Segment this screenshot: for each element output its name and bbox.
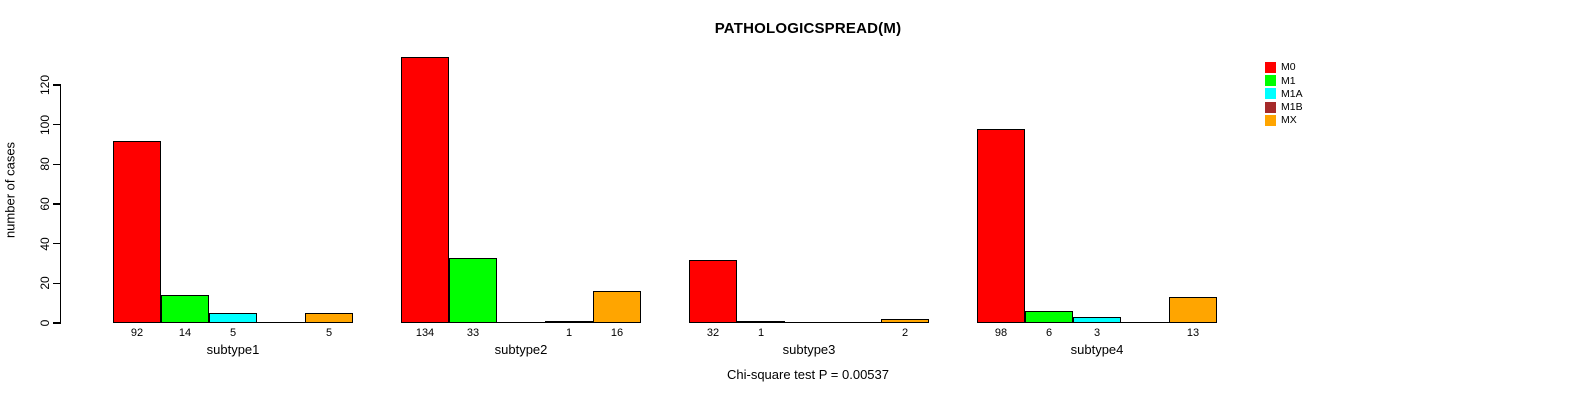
bar-m0-subtype1 <box>113 141 161 323</box>
y-axis-tick <box>53 242 60 245</box>
bar-value-label-mx-subtype4: 13 <box>1186 327 1200 339</box>
legend-item-m0: M0 <box>1265 61 1303 74</box>
legend-swatch-icon <box>1265 101 1276 113</box>
bar-m0-subtype3 <box>689 260 737 323</box>
legend-item-m1a: M1A <box>1265 87 1303 100</box>
chart-title: PATHOLOGICSPREAD(M) <box>714 20 902 37</box>
bar-m1a-subtype4 <box>1073 317 1121 323</box>
bar-value-label-mx-subtype3: 2 <box>901 327 909 339</box>
legend-label-m1: M1 <box>1281 74 1296 87</box>
bar-value-label-m1-subtype2: 33 <box>466 327 480 339</box>
bar-value-label-m0-subtype1: 92 <box>130 327 144 339</box>
legend-swatch-icon <box>1265 88 1276 100</box>
bar-m0-subtype2 <box>401 57 449 323</box>
bar-m1a-subtype3-zero <box>785 321 833 323</box>
legend-label-m0: M0 <box>1281 61 1296 74</box>
legend-item-m1b: M1B <box>1265 101 1303 114</box>
bar-m1b-subtype4-zero <box>1121 321 1169 323</box>
y-axis-label: number of cases <box>2 141 18 239</box>
bar-value-label-m0-subtype2: 134 <box>415 327 435 339</box>
bar-mx-subtype2 <box>593 291 641 323</box>
x-axis-category-label-subtype1: subtype1 <box>206 342 260 357</box>
y-axis-tick <box>53 203 60 205</box>
bar-value-label-m1-subtype4: 6 <box>1045 327 1053 339</box>
bar-m1b-subtype2 <box>545 321 593 323</box>
legend-item-m1: M1 <box>1265 74 1303 87</box>
bar-value-label-m1-subtype1: 14 <box>178 327 192 339</box>
bar-m0-subtype4 <box>977 129 1025 323</box>
legend-swatch-icon <box>1265 114 1276 126</box>
y-axis-tick-label: 40 <box>38 236 52 251</box>
bar-value-label-m1a-subtype1: 5 <box>229 327 237 339</box>
bar-value-label-mx-subtype2: 16 <box>610 327 624 339</box>
bar-mx-subtype3 <box>881 319 929 323</box>
x-axis-category-label-subtype2: subtype2 <box>494 342 548 357</box>
bar-value-label-m1-subtype3: 1 <box>757 327 765 339</box>
bar-m1b-subtype3-zero <box>833 321 881 323</box>
legend-item-mx: MX <box>1265 114 1303 127</box>
bar-m1-subtype4 <box>1025 311 1073 323</box>
bar-value-label-m0-subtype3: 32 <box>706 327 720 339</box>
y-axis-tick <box>53 282 60 285</box>
bar-mx-subtype1 <box>305 313 353 323</box>
legend: M0 M1 M1A M1B MX <box>1265 61 1303 127</box>
bar-mx-subtype4 <box>1169 297 1217 323</box>
legend-label-mx: MX <box>1281 114 1297 127</box>
y-axis-tick-label: 20 <box>38 276 52 291</box>
y-axis-tick-label: 0 <box>38 319 52 327</box>
y-axis-tick <box>53 163 60 166</box>
bar-m1-subtype2 <box>449 258 497 323</box>
bar-m1a-subtype1 <box>209 313 257 323</box>
bar-value-label-m0-subtype4: 98 <box>994 327 1008 339</box>
chi-square-annotation: Chi-square test P = 0.00537 <box>726 367 889 382</box>
legend-label-m1b: M1B <box>1281 100 1303 113</box>
y-axis-tick-label: 120 <box>38 74 52 96</box>
x-axis-category-label-subtype3: subtype3 <box>782 342 836 357</box>
legend-label-m1a: M1A <box>1281 87 1303 100</box>
legend-swatch-icon <box>1265 62 1276 74</box>
bar-m1-subtype1 <box>161 295 209 323</box>
y-axis-tick-label: 80 <box>38 157 52 172</box>
y-axis-tick <box>53 123 60 126</box>
bar-m1b-subtype1-zero <box>257 321 305 323</box>
bar-m1a-subtype2-zero <box>497 321 545 323</box>
x-axis-category-label-subtype4: subtype4 <box>1070 342 1124 357</box>
bar-value-label-m1b-subtype2: 1 <box>565 327 573 339</box>
y-axis-tick-label: 100 <box>38 114 52 135</box>
y-axis-tick <box>53 322 60 324</box>
y-axis <box>59 84 61 324</box>
legend-swatch-icon <box>1265 75 1276 87</box>
y-axis-tick <box>53 84 60 86</box>
bar-m1-subtype3 <box>737 321 785 323</box>
bar-value-label-m1a-subtype4: 3 <box>1093 327 1101 339</box>
y-axis-tick-label: 60 <box>38 197 52 211</box>
bar-value-label-mx-subtype1: 5 <box>325 327 333 339</box>
